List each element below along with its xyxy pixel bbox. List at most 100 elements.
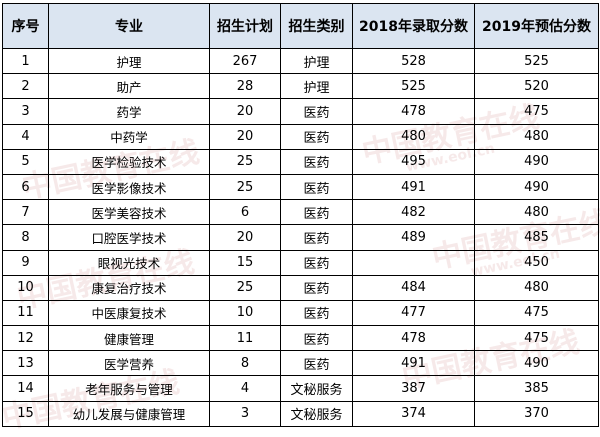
cell-score-2019: 490 (474, 173, 599, 201)
cell-category: 医药 (280, 98, 353, 125)
header-plan: 招生计划 (209, 3, 281, 49)
table-row: 13 医学营养 8 医药 491 490 (2, 350, 599, 377)
cell-index: 11 (2, 299, 49, 327)
cell-score-2018: 480 (352, 123, 475, 150)
cell-score-2019: 480 (474, 274, 599, 301)
cell-major: 药学 (48, 98, 210, 125)
cell-major: 口腔医学技术 (48, 224, 210, 251)
cell-plan: 8 (209, 350, 281, 377)
cell-plan: 20 (209, 98, 281, 125)
cell-category: 医药 (280, 199, 353, 226)
cell-index: 15 (2, 400, 49, 427)
cell-major: 医学美容技术 (48, 199, 210, 226)
cell-major: 中药学 (48, 123, 210, 150)
cell-index: 14 (2, 375, 49, 402)
cell-score-2018: 495 (352, 148, 475, 175)
cell-category: 护理 (280, 47, 353, 75)
cell-index: 3 (2, 98, 49, 125)
cell-major: 老年服务与管理 (48, 375, 210, 402)
cell-score-2019: 385 (474, 375, 599, 402)
cell-score-2018: 478 (352, 325, 475, 352)
table-row: 11 中医康复技术 10 医药 477 475 (2, 299, 599, 327)
cell-score-2019: 475 (474, 98, 599, 125)
cell-major: 幼儿发展与健康管理 (48, 400, 210, 427)
cell-score-2018 (352, 249, 475, 276)
cell-category: 医药 (280, 249, 353, 276)
cell-category: 文秘服务 (280, 375, 353, 402)
header-major: 专业 (48, 3, 210, 49)
table-row: 6 医学影像技术 25 医药 491 490 (2, 173, 599, 201)
table-row: 14 老年服务与管理 4 文秘服务 387 385 (2, 375, 599, 402)
cell-score-2018: 528 (352, 47, 475, 75)
table-row: 2 助产 28 护理 525 520 (2, 73, 599, 100)
table-row: 5 医学检验技术 25 医药 495 490 (2, 148, 599, 175)
table-row: 7 医学美容技术 6 医药 482 480 (2, 199, 599, 226)
cell-major: 医学影像技术 (48, 173, 210, 201)
cell-score-2018: 477 (352, 299, 475, 327)
cell-category: 医药 (280, 274, 353, 301)
cell-score-2019: 490 (474, 350, 599, 377)
cell-plan: 267 (209, 47, 281, 75)
cell-index: 10 (2, 274, 49, 301)
header-category: 招生类别 (280, 3, 353, 49)
cell-category: 医药 (280, 299, 353, 327)
cell-score-2018: 525 (352, 73, 475, 100)
cell-category: 医药 (280, 123, 353, 150)
cell-category: 文秘服务 (280, 400, 353, 427)
cell-plan: 6 (209, 199, 281, 226)
cell-index: 13 (2, 350, 49, 377)
cell-index: 8 (2, 224, 49, 251)
cell-index: 9 (2, 249, 49, 276)
cell-plan: 10 (209, 299, 281, 327)
cell-score-2019: 525 (474, 47, 599, 75)
cell-category: 医药 (280, 148, 353, 175)
cell-category: 医药 (280, 173, 353, 201)
cell-score-2018: 387 (352, 375, 475, 402)
cell-plan: 4 (209, 375, 281, 402)
cell-category: 医药 (280, 224, 353, 251)
table-row: 12 健康管理 11 医药 478 475 (2, 325, 599, 352)
cell-score-2018: 489 (352, 224, 475, 251)
cell-plan: 25 (209, 173, 281, 201)
cell-plan: 3 (209, 400, 281, 427)
header-index: 序号 (2, 3, 49, 49)
cell-major: 健康管理 (48, 325, 210, 352)
cell-score-2019: 490 (474, 148, 599, 175)
cell-major: 康复治疗技术 (48, 274, 210, 301)
cell-score-2018: 491 (352, 350, 475, 377)
cell-score-2019: 480 (474, 123, 599, 150)
cell-score-2019: 475 (474, 325, 599, 352)
cell-major: 助产 (48, 73, 210, 100)
table-row: 8 口腔医学技术 20 医药 489 485 (2, 224, 599, 251)
cell-plan: 28 (209, 73, 281, 100)
cell-plan: 11 (209, 325, 281, 352)
cell-index: 7 (2, 199, 49, 226)
table-row: 10 康复治疗技术 25 医药 484 480 (2, 274, 599, 301)
table-row: 15 幼儿发展与健康管理 3 文秘服务 374 370 (2, 400, 599, 427)
cell-major: 中医康复技术 (48, 299, 210, 327)
cell-score-2018: 374 (352, 400, 475, 427)
cell-plan: 20 (209, 224, 281, 251)
table-row: 4 中药学 20 医药 480 480 (2, 123, 599, 150)
cell-index: 4 (2, 123, 49, 150)
cell-score-2019: 485 (474, 224, 599, 251)
cell-score-2019: 480 (474, 199, 599, 226)
cell-index: 2 (2, 73, 49, 100)
admission-score-table: 序号 专业 招生计划 招生类别 2018年录取分数 2019年预估分数 1 护理 2… (2, 3, 599, 427)
cell-score-2019: 370 (474, 400, 599, 427)
table-header-row: 序号 专业 招生计划 招生类别 2018年录取分数 2019年预估分数 (2, 3, 599, 49)
cell-plan: 15 (209, 249, 281, 276)
cell-score-2018: 478 (352, 98, 475, 125)
cell-major: 眼视光技术 (48, 249, 210, 276)
table-row: 1 护理 267 护理 528 525 (2, 47, 599, 75)
cell-major: 医学检验技术 (48, 148, 210, 175)
cell-plan: 25 (209, 274, 281, 301)
cell-score-2018: 491 (352, 173, 475, 201)
cell-index: 1 (2, 47, 49, 75)
cell-score-2018: 482 (352, 199, 475, 226)
cell-category: 医药 (280, 350, 353, 377)
header-score-2018: 2018年录取分数 (352, 3, 475, 49)
cell-index: 6 (2, 173, 49, 201)
cell-score-2019: 450 (474, 249, 599, 276)
cell-index: 5 (2, 148, 49, 175)
